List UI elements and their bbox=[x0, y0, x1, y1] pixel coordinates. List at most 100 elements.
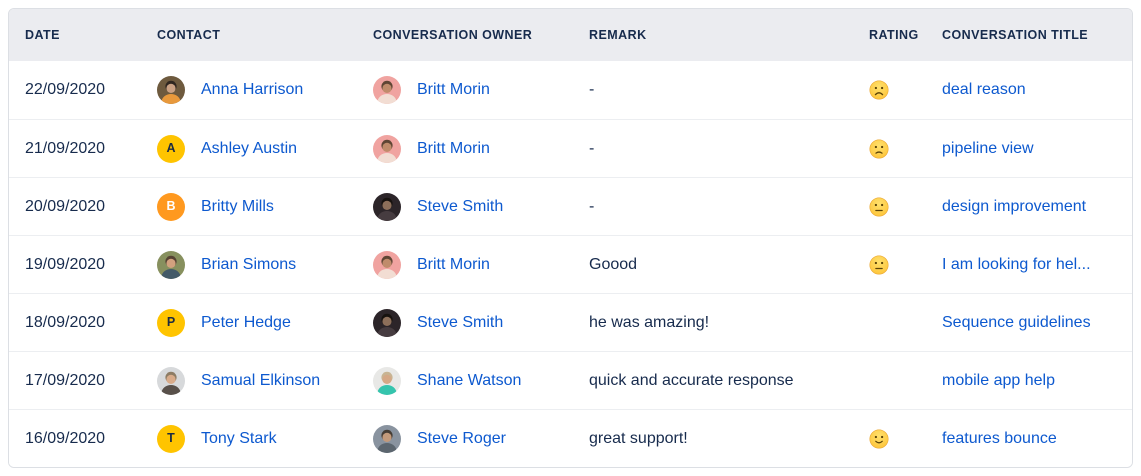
remark-text: - bbox=[589, 197, 595, 215]
column-header-rating: RATING bbox=[869, 28, 919, 42]
title-cell: Sequence guidelines bbox=[942, 314, 1132, 332]
conversation-title-link[interactable]: pipeline view bbox=[942, 139, 1034, 157]
date-cell: 21/09/2020 bbox=[25, 140, 157, 158]
date-value: 18/09/2020 bbox=[25, 313, 106, 331]
remark-cell: great support! bbox=[589, 430, 869, 448]
title-cell: features bounce bbox=[942, 430, 1132, 448]
owner-link[interactable]: Steve Smith bbox=[417, 197, 504, 215]
title-cell: mobile app help bbox=[942, 372, 1132, 390]
neutral-face-icon bbox=[869, 255, 889, 275]
conversation-title-link[interactable]: deal reason bbox=[942, 81, 1026, 98]
date-value: 17/09/2020 bbox=[25, 371, 106, 389]
contact-avatar[interactable] bbox=[157, 366, 185, 395]
title-cell: deal reason bbox=[942, 81, 1132, 99]
contact-link[interactable]: Samual Elkinson bbox=[201, 371, 321, 389]
owner-link[interactable]: Steve Roger bbox=[417, 429, 506, 447]
contact-cell: P Peter Hedge bbox=[157, 308, 373, 337]
contact-avatar-letter[interactable]: P bbox=[157, 308, 185, 337]
contact-avatar[interactable] bbox=[157, 250, 185, 279]
column-header-contact: CONTACT bbox=[157, 28, 221, 42]
contact-avatar-letter[interactable]: B bbox=[157, 192, 185, 221]
rating-cell bbox=[869, 80, 942, 100]
owner-avatar[interactable] bbox=[373, 424, 401, 453]
owner-avatar[interactable] bbox=[373, 192, 401, 221]
remark-text: - bbox=[589, 81, 595, 98]
date-value: 22/09/2020 bbox=[25, 81, 106, 98]
remark-text: great support! bbox=[589, 429, 688, 447]
neutral-face-icon bbox=[869, 197, 889, 217]
owner-link[interactable]: Britt Morin bbox=[417, 255, 490, 273]
table-row: 21/09/2020 A Ashley Austin Britt Morin -… bbox=[9, 119, 1132, 177]
date-value: 21/09/2020 bbox=[25, 139, 106, 157]
column-header-date: DATE bbox=[25, 28, 60, 42]
owner-link[interactable]: Britt Morin bbox=[417, 139, 490, 157]
title-cell: I am looking for hel... bbox=[942, 256, 1132, 274]
owner-cell: Steve Roger bbox=[373, 424, 589, 453]
owner-link[interactable]: Shane Watson bbox=[417, 371, 522, 389]
rating-cell bbox=[869, 429, 942, 449]
owner-link[interactable]: Britt Morin bbox=[417, 81, 490, 98]
remark-text: - bbox=[589, 139, 595, 157]
table-row: 17/09/2020 Samual Elkinson Shane Watson … bbox=[9, 351, 1132, 409]
conversation-title-link[interactable]: design improvement bbox=[942, 197, 1087, 215]
owner-avatar[interactable] bbox=[373, 76, 401, 104]
date-cell: 16/09/2020 bbox=[25, 430, 157, 448]
date-value: 20/09/2020 bbox=[25, 197, 106, 215]
contact-link[interactable]: Ashley Austin bbox=[201, 139, 298, 157]
contact-avatar[interactable] bbox=[157, 76, 185, 104]
owner-avatar[interactable] bbox=[373, 366, 401, 395]
contact-avatar-letter[interactable]: T bbox=[157, 424, 185, 453]
date-cell: 22/09/2020 bbox=[25, 81, 157, 99]
slightly-smiling-face-icon bbox=[869, 429, 889, 449]
conversation-title-link[interactable]: I am looking for hel... bbox=[942, 255, 1091, 273]
date-cell: 20/09/2020 bbox=[25, 198, 157, 216]
owner-avatar[interactable] bbox=[373, 250, 401, 279]
contact-link[interactable]: Anna Harrison bbox=[201, 81, 304, 98]
title-cell: pipeline view bbox=[942, 140, 1132, 158]
table-row: 16/09/2020 T Tony Stark Steve Roger grea… bbox=[9, 409, 1132, 467]
contact-cell: T Tony Stark bbox=[157, 424, 373, 453]
remark-cell: - bbox=[589, 140, 869, 158]
contact-link[interactable]: Britty Mills bbox=[201, 197, 274, 215]
rating-cell bbox=[869, 255, 942, 275]
owner-cell: Shane Watson bbox=[373, 366, 589, 395]
frowning-face-icon bbox=[869, 80, 889, 100]
owner-cell: Britt Morin bbox=[373, 134, 589, 163]
date-cell: 17/09/2020 bbox=[25, 372, 157, 390]
date-value: 19/09/2020 bbox=[25, 255, 106, 273]
remark-cell: quick and accurate response bbox=[589, 372, 869, 390]
slightly-frowning-face-icon bbox=[869, 139, 889, 159]
contact-link[interactable]: Brian Simons bbox=[201, 255, 297, 273]
remark-cell: - bbox=[589, 198, 869, 216]
conversation-title-link[interactable]: Sequence guidelines bbox=[942, 313, 1091, 331]
contact-cell: B Britty Mills bbox=[157, 192, 373, 221]
owner-cell: Steve Smith bbox=[373, 192, 589, 221]
owner-link[interactable]: Steve Smith bbox=[417, 313, 504, 331]
contact-link[interactable]: Peter Hedge bbox=[201, 313, 291, 331]
owner-avatar[interactable] bbox=[373, 308, 401, 337]
rating-cell bbox=[869, 197, 942, 217]
contact-cell: Brian Simons bbox=[157, 250, 373, 279]
table-row: 20/09/2020 B Britty Mills Steve Smith - … bbox=[9, 177, 1132, 235]
remark-text: Goood bbox=[589, 255, 638, 273]
column-header-remark: REMARK bbox=[589, 28, 647, 42]
owner-cell: Steve Smith bbox=[373, 308, 589, 337]
contact-avatar-letter[interactable]: A bbox=[157, 134, 185, 163]
remark-cell: - bbox=[589, 81, 869, 99]
conversation-title-link[interactable]: mobile app help bbox=[942, 371, 1055, 389]
column-header-conversation-title: CONVERSATION TITLE bbox=[942, 28, 1089, 42]
conversations-table: DATE CONTACT CONVERSATION OWNER REMARK R… bbox=[8, 8, 1133, 468]
title-cell: design improvement bbox=[942, 198, 1132, 216]
table-row: 19/09/2020 Brian Simons Britt Morin Gooo… bbox=[9, 235, 1132, 293]
rating-cell bbox=[869, 139, 942, 159]
contact-cell: A Ashley Austin bbox=[157, 134, 373, 163]
table-row: 22/09/2020 Anna Harrison Britt Morin - d… bbox=[9, 61, 1132, 119]
date-value: 16/09/2020 bbox=[25, 429, 106, 447]
remark-text: he was amazing! bbox=[589, 313, 710, 331]
contact-cell: Samual Elkinson bbox=[157, 366, 373, 395]
owner-avatar[interactable] bbox=[373, 134, 401, 163]
owner-cell: Britt Morin bbox=[373, 250, 589, 279]
conversation-title-link[interactable]: features bounce bbox=[942, 429, 1057, 447]
contact-link[interactable]: Tony Stark bbox=[201, 429, 277, 447]
